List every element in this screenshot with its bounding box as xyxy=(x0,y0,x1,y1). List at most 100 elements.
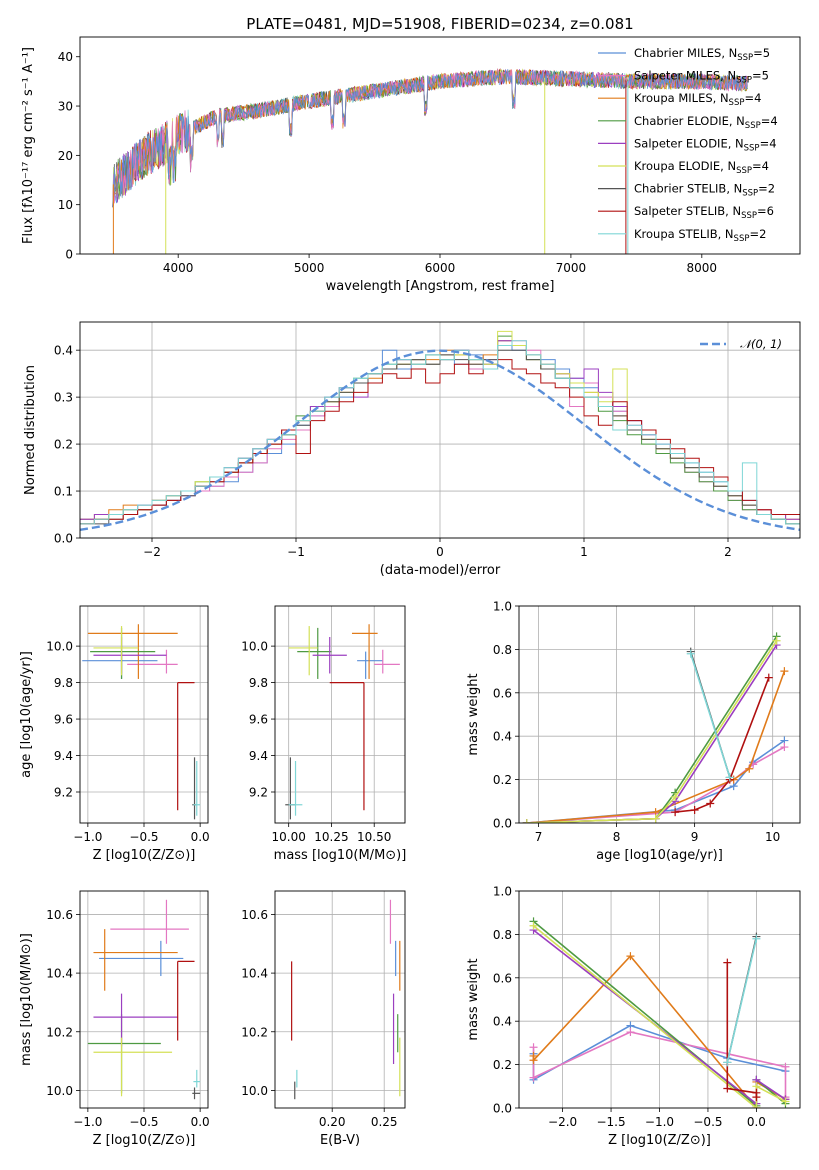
age_vs_Z-xlabel: Z [log10(Z/Z⊙)] xyxy=(93,848,196,863)
weight_vs_age-xtick-label: 7 xyxy=(535,830,543,844)
weight-marker xyxy=(626,1028,635,1037)
legend-count: =4 xyxy=(761,114,778,128)
weight-line xyxy=(689,653,731,778)
legend-count: =4 xyxy=(744,91,761,105)
weight_vs_Z-ytick-label: 0.6 xyxy=(493,971,512,985)
mass_vs_Z-xlabel: Z [log10(Z/Z⊙)] xyxy=(93,1133,196,1148)
residual_hist-frame xyxy=(79,321,801,539)
age_vs_mass-ytick-label: 9.8 xyxy=(249,676,268,690)
weight-line xyxy=(675,677,770,813)
legend-count: =2 xyxy=(749,227,766,241)
legend-label: Chabrier ELODIE, N xyxy=(634,114,745,128)
weight-marker xyxy=(529,921,538,930)
legend-sub: SSP xyxy=(736,76,752,86)
weight-marker xyxy=(752,934,761,943)
weight_vs_age-plot-area xyxy=(522,632,789,823)
weight-marker xyxy=(723,1084,732,1093)
legend-count: =2 xyxy=(758,182,775,196)
legend-sub: SSP xyxy=(736,166,752,176)
weight_vs_age-xtick-label: 8 xyxy=(613,830,621,844)
age_vs_Z-frame xyxy=(79,605,209,824)
legend-entry: Salpeter STELIB, NSSP=6 xyxy=(634,204,774,221)
legend-sub: SSP xyxy=(737,53,753,63)
legend-count: =4 xyxy=(760,136,777,150)
weight_vs_Z-xtick-label: 0.0 xyxy=(747,1115,766,1129)
spectrum-xtick-label: 6000 xyxy=(425,261,456,275)
age_vs_Z-ytick-label: 9.4 xyxy=(54,749,73,763)
weight-marker xyxy=(522,819,531,823)
legend-sub: SSP xyxy=(742,189,758,199)
weight_vs_Z-ytick-label: 0.0 xyxy=(493,1102,512,1116)
legend-sub: SSP xyxy=(744,143,760,153)
weight_vs_age-xlabel: age [log10(age/yr)] xyxy=(596,848,723,863)
legend-entry: Chabrier ELODIE, NSSP=4 xyxy=(634,114,778,131)
spectrum-xtick-label: 7000 xyxy=(556,261,587,275)
weight-marker xyxy=(671,792,680,801)
weight_vs_age-xtick-label: 9 xyxy=(691,830,699,844)
weight-marker xyxy=(626,952,635,961)
legend-label: Kroupa MILES, N xyxy=(634,91,729,105)
residual_hist-plot-area xyxy=(80,330,800,538)
legend-entry: Salpeter ELODIE, NSSP=4 xyxy=(634,136,777,153)
mass_vs_ebv-xtick-label: 0.20 xyxy=(319,1115,346,1129)
legend-label: Chabrier MILES, N xyxy=(634,46,737,60)
weight-line xyxy=(526,644,778,823)
weight-marker xyxy=(780,667,789,676)
residual_hist-xlabel: (data-model)/error xyxy=(380,563,501,578)
legend-count: =5 xyxy=(752,69,769,83)
weight-marker xyxy=(781,1097,790,1106)
age_vs_Z-ytick-label: 9.8 xyxy=(54,676,73,690)
weight_vs_age-panel: 7 8 9 10 0.0 0.2 0.4 0.6 0.8 1.0 age [log10(age/yr… xyxy=(466,600,801,863)
weight_vs_Z-ytick-label: 1.0 xyxy=(493,885,512,899)
weight_vs_Z-ytick-label: 0.8 xyxy=(493,928,512,942)
age_vs_Z-xtick-label: −1.0 xyxy=(73,830,102,844)
age_vs_Z-ylabel: age [log10(age/yr)] xyxy=(19,651,34,778)
age_vs_Z-ytick-label: 10.0 xyxy=(46,640,73,654)
legend-entry: Kroupa STELIB, NSSP=2 xyxy=(634,227,766,244)
legend-label: Chabrier STELIB, N xyxy=(634,182,742,196)
spectrum-ytick-label: 30 xyxy=(58,100,73,114)
weight_vs_age-frame xyxy=(518,605,801,824)
age_vs_mass-xtick-label: 10.25 xyxy=(314,830,348,844)
residual_hist-xtick-label: −1 xyxy=(287,545,305,559)
mass_vs_Z-ytick-label: 10.6 xyxy=(46,908,73,922)
weight_vs_Z-xtick-label: −1.5 xyxy=(596,1115,625,1129)
mass_vs_Z-frame xyxy=(79,890,209,1109)
residual_hist-ytick-label: 0.0 xyxy=(54,532,73,546)
residual_hist-panel: −2 −1 0 1 2 0.0 0.1 0.2 0.3 0.4 (data-model)/error… xyxy=(23,321,801,578)
residual_hist-xtick-label: 2 xyxy=(724,545,732,559)
age_vs_mass-panel: 10.00 10.25 10.50 9.2 9.4 9.6 9.8 10.0 mass [log… xyxy=(241,605,406,863)
weight_vs_Z-xlabel: Z [log10(Z/Z⊙)] xyxy=(608,1133,711,1148)
weight-marker xyxy=(651,814,660,823)
weight_vs_Z-ylabel: mass weight xyxy=(466,958,481,1040)
weight-marker xyxy=(764,673,773,682)
age_vs_Z-ytick-label: 9.2 xyxy=(54,786,73,800)
legend-entry: Kroupa MILES, NSSP=4 xyxy=(634,91,761,108)
weight-marker xyxy=(781,1062,790,1071)
legend-sub: SSP xyxy=(729,98,745,108)
weight_vs_age-ytick-label: 1.0 xyxy=(493,600,512,614)
legend-label: Salpeter ELODIE, N xyxy=(634,136,744,150)
mass_vs_ebv-plot-area xyxy=(291,899,401,1100)
age_vs_mass-plot-area xyxy=(285,624,400,820)
weight_vs_age-ytick-label: 0.4 xyxy=(493,730,512,744)
spectrum-panel: 4000 5000 6000 7000 8000 0 10 20 30 40 wavelength … xyxy=(21,36,801,294)
weight_vs_Z-ytick-label: 0.4 xyxy=(493,1015,512,1029)
weight-marker xyxy=(780,743,789,752)
panels: 4000 5000 6000 7000 8000010203040wavelength … xyxy=(19,36,801,1148)
legend-sub: SSP xyxy=(734,234,750,244)
legend-entry: Chabrier STELIB, NSSP=2 xyxy=(634,182,775,199)
residual_hist-xtick-label: 1 xyxy=(580,545,588,559)
mass_vs_ebv-frame xyxy=(274,890,406,1109)
mass_vs_ebv-xtick-label: 0.25 xyxy=(371,1115,398,1129)
residual_hist-ytick-label: 0.4 xyxy=(54,344,73,358)
legend-count: =4 xyxy=(752,159,769,173)
age_vs_mass-ytick-label: 9.6 xyxy=(249,713,268,727)
residual_hist-ytick-label: 0.3 xyxy=(54,391,73,405)
weight_vs_Z-xtick-label: −0.5 xyxy=(693,1115,722,1129)
legend-count: =5 xyxy=(753,46,770,60)
weight_vs_age-grid xyxy=(519,605,800,824)
age_vs_Z-grid xyxy=(80,606,208,823)
